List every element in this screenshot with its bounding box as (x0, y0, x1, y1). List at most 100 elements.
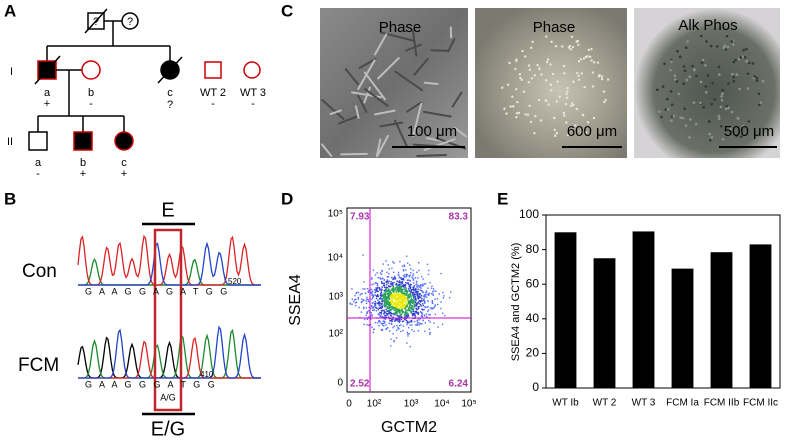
event (383, 297, 385, 299)
event (403, 288, 405, 291)
event (388, 285, 390, 287)
event (402, 269, 405, 271)
cell (590, 47, 593, 51)
event (386, 295, 388, 298)
event (356, 291, 358, 294)
event (422, 304, 425, 307)
cell (593, 61, 596, 64)
event (371, 292, 373, 294)
cell (575, 107, 579, 111)
event (392, 282, 394, 285)
event (404, 293, 406, 295)
event (402, 299, 404, 301)
stain (695, 74, 698, 78)
event (375, 295, 378, 297)
cell (515, 88, 518, 91)
cell (363, 71, 386, 101)
event (427, 287, 429, 289)
cell (536, 63, 539, 67)
event (421, 323, 423, 325)
event (403, 279, 405, 281)
event (384, 304, 386, 306)
cell (545, 35, 548, 38)
event (407, 295, 409, 297)
event (408, 321, 410, 324)
event (433, 322, 435, 324)
event (410, 307, 412, 309)
stain (688, 136, 691, 139)
event (410, 295, 412, 297)
event (381, 278, 383, 280)
cell (570, 102, 574, 105)
event (420, 323, 422, 325)
event (392, 306, 394, 308)
event (386, 283, 388, 286)
event (399, 307, 401, 309)
event (395, 311, 397, 313)
panel-letter: C (281, 1, 293, 20)
event (370, 312, 372, 314)
event (406, 312, 408, 314)
event (395, 305, 397, 307)
cell (453, 126, 467, 138)
event (416, 271, 418, 273)
event (379, 315, 382, 317)
event (351, 288, 353, 290)
event (434, 304, 436, 306)
cell (569, 48, 573, 51)
event (396, 310, 398, 313)
event (383, 313, 385, 315)
stain (689, 118, 692, 121)
event (410, 290, 412, 292)
event (420, 305, 423, 307)
event (422, 278, 424, 280)
x-tick-label: 10⁵ (461, 399, 476, 410)
event (384, 302, 386, 304)
event (391, 267, 393, 269)
stain (665, 97, 669, 101)
cell (521, 49, 524, 53)
event (403, 285, 405, 287)
sequence: G A A G G A G A T G G (85, 286, 230, 296)
event (414, 277, 417, 279)
cell (376, 134, 389, 157)
event (403, 311, 405, 313)
event (389, 300, 391, 302)
cell (603, 100, 606, 104)
stain (708, 132, 712, 136)
event (380, 273, 383, 275)
stain (688, 75, 692, 79)
event (381, 322, 383, 325)
event (357, 296, 360, 299)
event (402, 278, 404, 281)
cell (519, 76, 522, 80)
event (372, 294, 374, 296)
event (386, 310, 388, 312)
event (434, 298, 436, 300)
panel-letter: B (4, 189, 16, 208)
event (406, 342, 408, 344)
cell (537, 98, 541, 102)
event (427, 273, 430, 276)
event (388, 304, 391, 306)
event (355, 301, 358, 304)
event (371, 326, 373, 329)
event (408, 276, 410, 278)
cell (377, 57, 400, 80)
event (394, 307, 397, 309)
event (408, 307, 410, 309)
event (424, 283, 427, 285)
cell (574, 124, 577, 127)
event (386, 297, 388, 300)
event (383, 284, 386, 286)
event (401, 308, 403, 311)
event (423, 297, 425, 299)
event (380, 294, 382, 296)
stain (739, 56, 743, 59)
event (396, 297, 399, 299)
event (401, 290, 404, 293)
event (360, 301, 363, 304)
event (442, 297, 444, 299)
event (404, 312, 407, 314)
event (376, 284, 379, 287)
